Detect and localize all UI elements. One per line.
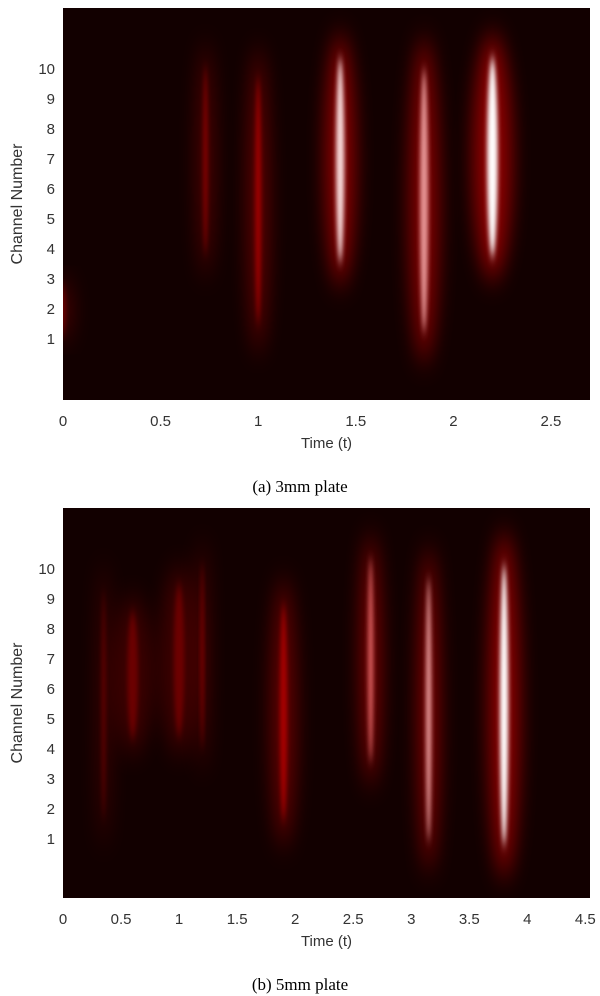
y-tick-label: 9 <box>47 91 55 108</box>
y-tick-label: 1 <box>47 831 55 848</box>
y-tick-label: 6 <box>47 681 55 698</box>
streak-core <box>487 57 498 257</box>
x-tick-label: 0 <box>59 413 67 430</box>
x-tick-label: 2 <box>449 413 457 430</box>
streak-core <box>419 69 429 332</box>
streak-core <box>203 65 208 255</box>
streak-glow <box>63 278 74 342</box>
y-tick-label: 9 <box>47 591 55 608</box>
x-tick-label: 1 <box>254 413 262 430</box>
streak-core <box>280 604 288 821</box>
y-tick-label: 3 <box>47 771 55 788</box>
caption: (b) 5mm plate <box>252 975 348 994</box>
y-tick-label: 7 <box>47 651 55 668</box>
x-tick-label: 0 <box>59 911 67 928</box>
y-tick-label: 2 <box>47 801 55 818</box>
streak-core <box>200 562 204 749</box>
y-tick-label: 6 <box>47 181 55 198</box>
y-tick-label: 10 <box>38 561 55 578</box>
x-tick-label: 0.5 <box>150 413 171 430</box>
y-tick-label: 4 <box>47 241 55 258</box>
y-tick-label: 5 <box>47 211 55 228</box>
x-tick-label: 3 <box>407 911 415 928</box>
streak-core <box>336 58 345 263</box>
streak-core <box>101 590 106 820</box>
streak-core <box>173 583 185 737</box>
x-tick-label: 4 <box>523 911 531 928</box>
y-tick-label: 7 <box>47 151 55 168</box>
streak-core <box>255 76 262 325</box>
panel: 0 0.5 1 1.5 2 2.5 3 3.5 4 4.5 1 2 3 4 5 6 7 8 9 10 Time (t) C… <box>9 508 596 994</box>
y-tick-label: 10 <box>38 61 55 78</box>
x-tick-label: 3.5 <box>459 911 480 928</box>
x-tick-label: 1.5 <box>227 911 248 928</box>
y-tick-label: 3 <box>47 271 55 288</box>
x-tick-label: 4.5 <box>575 911 596 928</box>
streak-core <box>127 611 138 739</box>
caption: (a) 3mm plate <box>252 477 347 496</box>
streak-core <box>425 578 432 841</box>
x-axis-label: Time (t) <box>301 933 352 950</box>
streak-core <box>499 564 509 846</box>
x-tick-label: 2 <box>291 911 299 928</box>
y-axis-label: Channel Number <box>9 143 26 265</box>
x-tick-label: 0.5 <box>111 911 132 928</box>
y-tick-label: 4 <box>47 741 55 758</box>
y-tick-label: 1 <box>47 331 55 348</box>
y-tick-label: 5 <box>47 711 55 728</box>
streak-core <box>63 284 66 336</box>
heatmap <box>63 34 512 363</box>
panel: 0 0.5 1 1.5 2 2.5 1 2 3 4 5 6 7 8 9 10 Time (t) Channel N… <box>9 8 590 496</box>
x-tick-label: 2.5 <box>343 911 364 928</box>
x-axis-label: Time (t) <box>301 435 352 452</box>
y-axis-label: Channel Number <box>9 642 26 764</box>
streak-core <box>367 558 374 763</box>
heatmap <box>97 531 520 879</box>
y-tick-label: 8 <box>47 621 55 638</box>
x-tick-label: 2.5 <box>541 413 562 430</box>
y-tick-label: 8 <box>47 121 55 138</box>
y-tick-label: 2 <box>47 301 55 318</box>
x-tick-label: 1 <box>175 911 183 928</box>
x-tick-label: 1.5 <box>345 413 366 430</box>
